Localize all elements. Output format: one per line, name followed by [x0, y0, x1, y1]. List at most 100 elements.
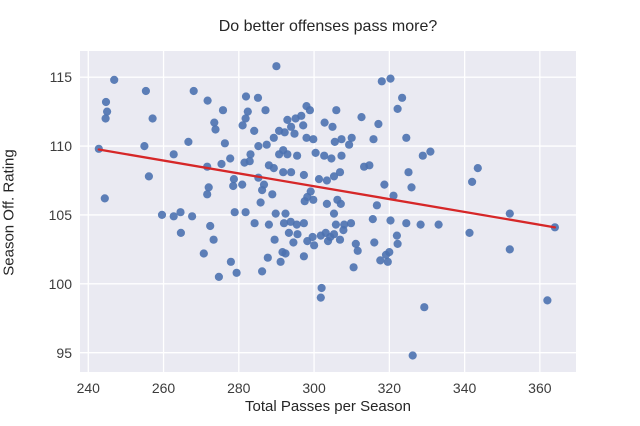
data-point: [276, 257, 285, 266]
data-point: [465, 228, 474, 237]
data-point: [284, 228, 293, 237]
data-point: [101, 114, 110, 123]
data-point: [332, 106, 341, 115]
data-point: [263, 253, 272, 262]
data-point: [543, 296, 552, 305]
data-point: [385, 248, 394, 257]
data-point: [418, 151, 427, 160]
data-point: [335, 235, 345, 244]
data-point: [389, 191, 398, 200]
data-point: [279, 219, 289, 228]
data-point: [287, 122, 296, 131]
data-point: [331, 220, 340, 229]
x-axis-label: Total Passes per Season: [245, 398, 411, 415]
data-point: [103, 107, 112, 116]
data-point: [281, 209, 290, 218]
x-tick-label: 360: [528, 380, 552, 396]
data-point: [377, 77, 386, 86]
regression-line: [97, 148, 557, 229]
data-point: [209, 235, 218, 244]
data-point: [275, 150, 284, 159]
data-point: [176, 228, 185, 237]
data-point: [250, 126, 259, 135]
data-point: [246, 150, 255, 159]
data-point: [100, 194, 109, 203]
data-point: [189, 86, 198, 96]
data-point: [353, 246, 362, 255]
data-point: [293, 151, 302, 160]
data-point: [110, 75, 119, 84]
data-point: [468, 177, 477, 186]
data-point: [416, 220, 425, 229]
x-tick-label: 340: [452, 380, 477, 396]
data-point: [287, 168, 296, 177]
y-tick-label: 95: [56, 344, 72, 361]
data-point: [347, 133, 356, 142]
data-point: [345, 140, 354, 149]
data-point: [269, 133, 278, 142]
data-point: [188, 212, 197, 221]
data-point: [357, 113, 366, 122]
data-point: [402, 133, 411, 142]
data-point: [140, 142, 149, 151]
data-point: [253, 93, 263, 102]
data-point: [328, 122, 337, 131]
data-point: [271, 209, 280, 218]
data-point: [229, 175, 238, 184]
data-point: [323, 237, 333, 246]
data-point: [268, 190, 277, 199]
data-point: [408, 351, 417, 360]
data-point: [199, 249, 208, 258]
data-point: [329, 172, 339, 181]
x-tick-label: 320: [377, 380, 401, 396]
data-point: [176, 208, 185, 217]
data-point: [320, 118, 329, 127]
y-tick-label: 110: [49, 138, 72, 155]
data-point: [420, 303, 429, 312]
data-point: [283, 115, 292, 124]
data-point: [279, 168, 288, 177]
data-point: [264, 220, 273, 229]
data-point: [360, 162, 369, 171]
data-point: [393, 104, 402, 113]
data-point: [270, 235, 279, 244]
data-point: [261, 106, 270, 115]
y-tick-label: 100: [48, 275, 72, 292]
data-point: [148, 114, 157, 123]
data-point: [314, 175, 324, 184]
y-tick-label: 105: [48, 206, 72, 223]
data-point: [346, 219, 356, 228]
data-point: [374, 119, 383, 129]
data-point: [308, 232, 317, 242]
data-point: [262, 140, 271, 149]
data-point: [254, 142, 263, 151]
data-point: [329, 209, 339, 218]
data-point: [101, 97, 111, 107]
data-point: [386, 216, 395, 225]
data-point: [211, 125, 220, 134]
data-point: [217, 159, 226, 169]
x-tick-label: 240: [76, 380, 100, 396]
data-point: [320, 151, 329, 160]
data-point: [232, 268, 241, 277]
data-point: [250, 219, 259, 228]
data-point: [317, 283, 326, 293]
data-point: [369, 135, 378, 144]
data-point: [280, 128, 289, 137]
data-point: [330, 137, 339, 146]
data-point: [337, 151, 346, 160]
data-point: [297, 111, 306, 120]
data-point: [300, 197, 309, 206]
data-point: [336, 199, 345, 208]
data-point: [380, 180, 389, 189]
data-point: [286, 217, 295, 226]
data-point: [316, 293, 325, 302]
data-point: [310, 241, 319, 250]
data-point: [203, 190, 212, 199]
data-point: [203, 96, 212, 105]
data-point: [370, 238, 379, 247]
data-point: [505, 209, 514, 218]
x-tick-label: 260: [151, 380, 176, 396]
data-point: [329, 230, 339, 239]
